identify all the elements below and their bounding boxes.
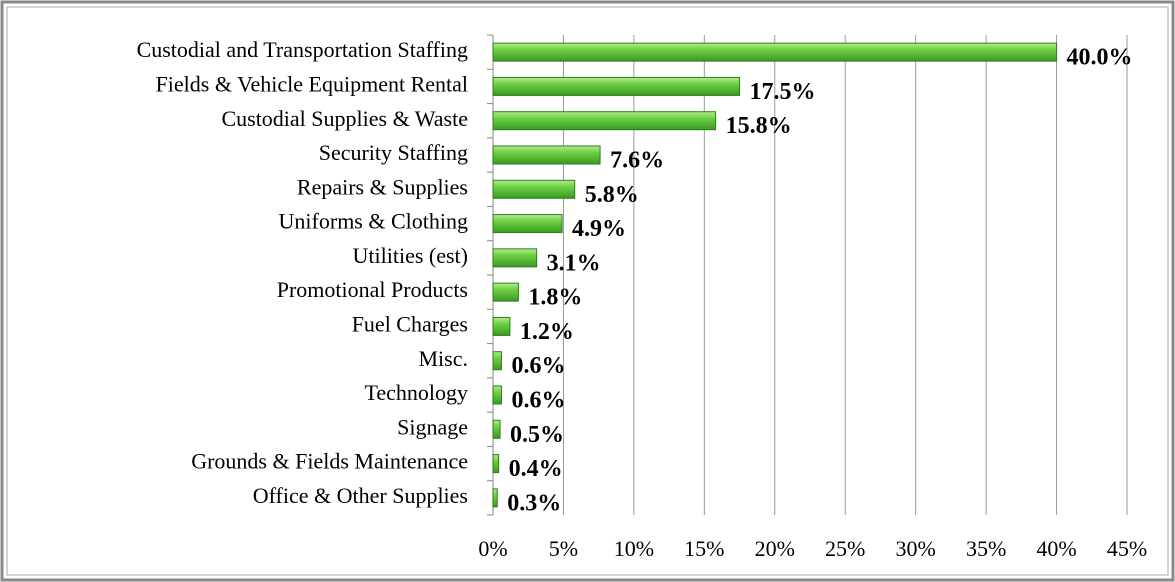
y-tick-label: Uniforms & Clothing	[279, 209, 468, 234]
x-tick-label: 35%	[966, 536, 1006, 561]
data-label: 0.6%	[511, 353, 565, 379]
y-tick-label: Office & Other Supplies	[253, 483, 468, 508]
x-tick-label: 25%	[825, 536, 865, 561]
bar	[492, 214, 563, 234]
x-tick-label: 20%	[755, 536, 795, 561]
bar	[492, 248, 538, 268]
bar	[492, 351, 502, 371]
y-tick-label: Grounds & Fields Maintenance	[191, 449, 468, 474]
x-tick-label: 30%	[896, 536, 936, 561]
y-tick-label: Promotional Products	[277, 277, 468, 302]
data-label: 1.8%	[528, 285, 582, 311]
x-tick-label: 5%	[549, 536, 578, 561]
data-label: 0.6%	[511, 388, 565, 414]
y-tick-label: Custodial and Transportation Staffing	[137, 37, 468, 62]
y-tick-label: Technology	[364, 380, 468, 405]
bar	[492, 145, 601, 165]
bar	[492, 454, 500, 474]
bar	[492, 419, 501, 439]
bar	[492, 179, 576, 199]
data-label: 17.5%	[750, 79, 816, 105]
data-label: 5.8%	[585, 182, 639, 208]
x-tick-label: 10%	[614, 536, 654, 561]
data-label: 7.6%	[610, 148, 664, 174]
data-label: 1.2%	[520, 319, 574, 345]
bar	[492, 76, 741, 96]
data-label: 15.8%	[726, 113, 792, 139]
y-tick-label: Repairs & Supplies	[297, 174, 468, 199]
y-tick-label: Misc.	[419, 346, 469, 371]
y-tick-label: Signage	[397, 414, 468, 439]
data-label: 40.0%	[1067, 45, 1133, 71]
y-tick-label: Utilities (est)	[353, 243, 468, 268]
y-tick-label: Fields & Vehicle Equipment Rental	[156, 71, 468, 96]
data-label: 3.1%	[547, 250, 601, 276]
data-label: 0.5%	[510, 422, 564, 448]
bar	[492, 385, 502, 405]
bar	[492, 488, 498, 508]
data-label: 4.9%	[572, 216, 626, 242]
bar	[492, 111, 717, 131]
inner-frame	[6, 6, 1169, 576]
bar	[492, 42, 1058, 62]
x-tick-label: 40%	[1036, 536, 1076, 561]
bar	[492, 316, 511, 336]
bar	[492, 282, 519, 302]
y-tick-label: Custodial Supplies & Waste	[221, 106, 468, 131]
x-tick-label: 15%	[684, 536, 724, 561]
x-tick-label: 45%	[1107, 536, 1147, 561]
x-tick-label: 0%	[478, 536, 507, 561]
y-tick-label: Fuel Charges	[352, 311, 468, 336]
data-label: 0.3%	[507, 490, 561, 516]
y-tick-label: Security Staffing	[319, 140, 468, 165]
data-label: 0.4%	[509, 456, 563, 482]
